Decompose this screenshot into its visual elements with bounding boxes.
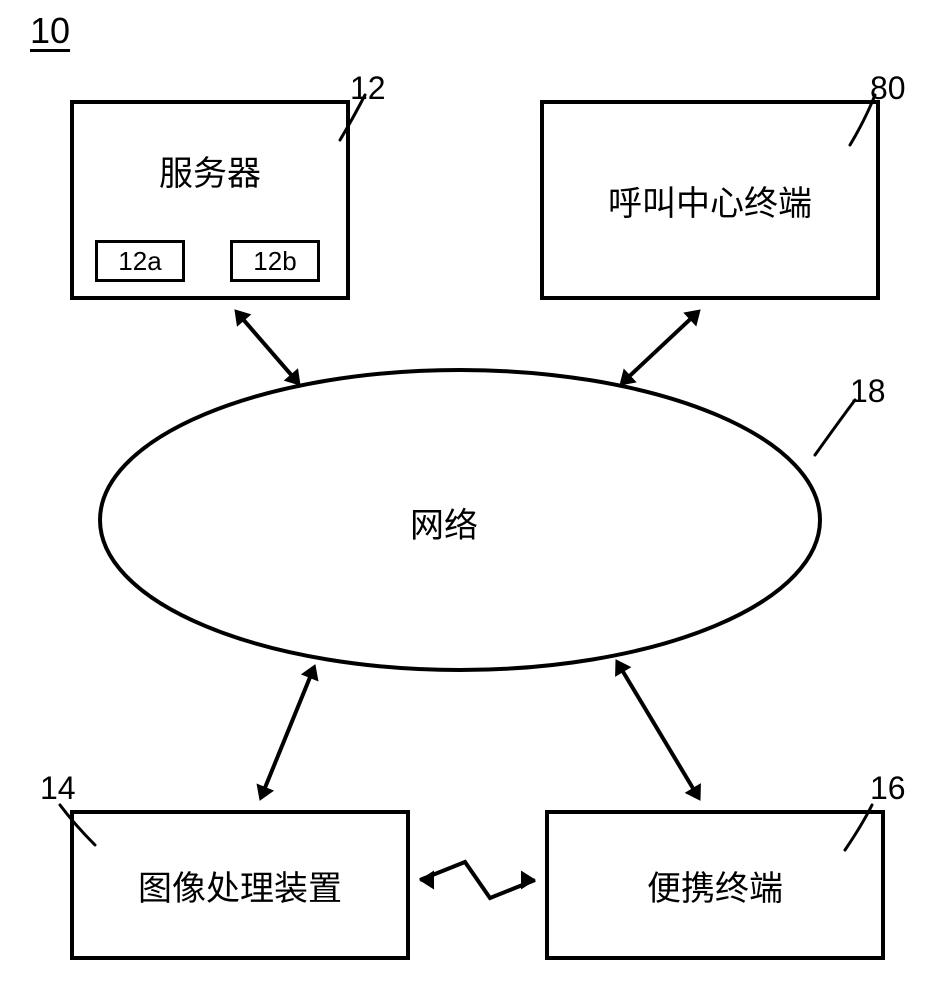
ref-server: 12 bbox=[350, 70, 386, 107]
label-server: 服务器 bbox=[159, 146, 261, 195]
node-imgproc: 图像处理装置 bbox=[70, 810, 410, 960]
ref-imgproc: 14 bbox=[40, 770, 76, 807]
label-imgproc: 图像处理装置 bbox=[138, 861, 342, 910]
ref-mobile: 16 bbox=[870, 770, 906, 807]
label-network: 网络 bbox=[410, 498, 478, 547]
node-mobile: 便携终端 bbox=[545, 810, 885, 960]
label-mobile: 便携终端 bbox=[647, 861, 783, 910]
ref-network: 18 bbox=[850, 373, 886, 410]
label-callcenter: 呼叫中心终端 bbox=[608, 176, 812, 225]
ref-system: 10 bbox=[30, 10, 70, 52]
server-sub-b: 12b bbox=[230, 240, 320, 282]
node-callcenter: 呼叫中心终端 bbox=[540, 100, 880, 300]
server-sub-a: 12a bbox=[95, 240, 185, 282]
